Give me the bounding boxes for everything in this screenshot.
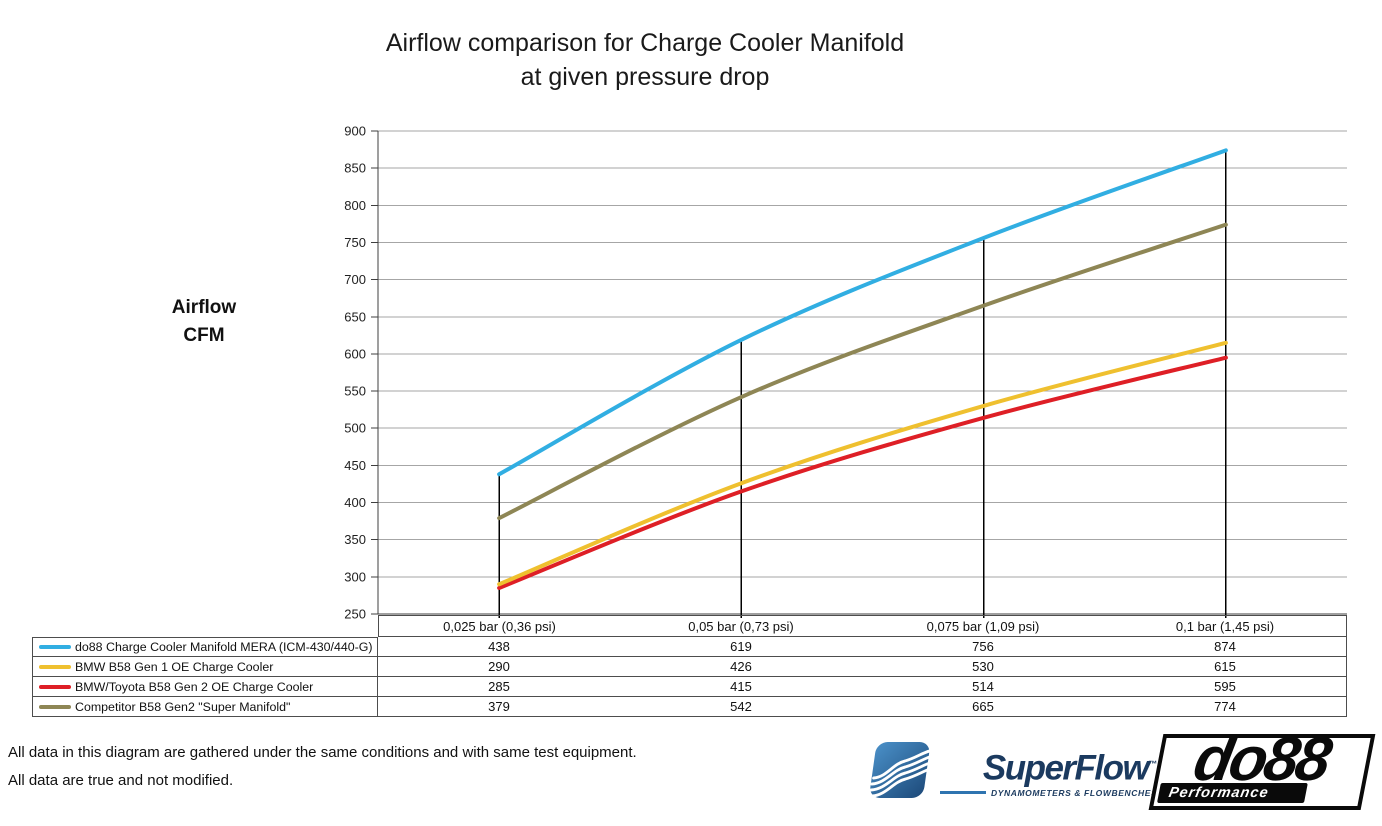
value-cell: 426 (620, 657, 862, 677)
column-header: 0,05 bar (0,73 psi) (620, 615, 862, 637)
superflow-wave-icon (869, 742, 932, 798)
legend-cell: BMW B58 Gen 1 OE Charge Cooler (32, 657, 378, 677)
y-tick-label: 600 (344, 346, 366, 361)
y-axis-title: Airflow CFM (148, 294, 260, 350)
value-cell: 756 (862, 637, 1104, 657)
series-name: BMW/Toyota B58 Gen 2 OE Charge Cooler (75, 679, 314, 694)
value-cell: 542 (620, 697, 862, 717)
value-cell: 285 (378, 677, 620, 697)
y-axis-title-line1: Airflow (171, 297, 237, 318)
chart-title-line2: at given pressure drop (520, 63, 770, 91)
y-tick-label: 300 (344, 569, 366, 584)
value-cell: 379 (378, 697, 620, 717)
series-name: BMW B58 Gen 1 OE Charge Cooler (75, 659, 274, 674)
y-axis-title-line2: CFM (183, 325, 225, 346)
superflow-tagline: DYNAMOMETERS & FLOWBENCHES (991, 787, 1158, 798)
y-tick-label: 400 (344, 495, 366, 510)
value-cell: 438 (378, 637, 620, 657)
y-tick-label: 850 (344, 161, 366, 176)
legend-cell: do88 Charge Cooler Manifold MERA (ICM-43… (32, 637, 378, 657)
series-line (497, 355, 1228, 590)
data-table: 0,025 bar (0,36 psi) 0,05 bar (0,73 psi) 0… (32, 615, 1347, 717)
y-tick-label: 350 (344, 532, 366, 547)
value-cell: 615 (1104, 657, 1347, 677)
legend-swatch (39, 645, 71, 649)
value-cell: 665 (862, 697, 1104, 717)
value-cell: 774 (1104, 697, 1347, 717)
legend-swatch (39, 664, 71, 669)
series-line (497, 340, 1228, 587)
footer-note-line2: All data are true and not modified. (8, 772, 234, 789)
superflow-tagline-bar (940, 791, 986, 795)
chart-title-line1: Airflow comparison for Charge Cooler Man… (385, 29, 905, 57)
chart-title: Airflow comparison for Charge Cooler Man… (0, 26, 1290, 94)
superflow-logo: SuperFlow™ DYNAMOMETERS & FLOWBENCHES (868, 740, 1157, 802)
y-tick-label: 650 (344, 309, 366, 324)
series-line (497, 148, 1228, 477)
superflow-wordmark: SuperFlow™ (982, 748, 1158, 788)
y-tick-label: 700 (344, 272, 366, 287)
do88-performance-bar: Performance (1156, 783, 1308, 803)
footer-note-line1: All data in this diagram are gathered un… (8, 744, 637, 761)
value-cell: 530 (862, 657, 1104, 677)
do88-tagline: Performance (1167, 785, 1271, 801)
legend-swatch (39, 684, 71, 689)
value-cell: 595 (1104, 677, 1347, 697)
superflow-trademark: ™ (1148, 759, 1158, 769)
legend-swatch (39, 704, 71, 709)
value-cell: 290 (378, 657, 620, 677)
table-header-spacer (32, 615, 378, 637)
value-cell: 415 (620, 677, 862, 697)
legend-cell: BMW/Toyota B58 Gen 2 OE Charge Cooler (32, 677, 378, 697)
series-name: Competitor B58 Gen2 "Super Manifold" (75, 699, 291, 714)
y-tick-label: 550 (344, 384, 366, 399)
value-cell: 619 (620, 637, 862, 657)
series-line (497, 222, 1228, 521)
footer-note: All data in this diagram are gathered un… (8, 739, 637, 795)
column-header: 0,075 bar (1,09 psi) (862, 615, 1104, 637)
y-tick-label: 900 (344, 124, 366, 139)
value-cell: 874 (1104, 637, 1347, 657)
value-cell: 514 (862, 677, 1104, 697)
legend-cell: Competitor B58 Gen2 "Super Manifold" (32, 697, 378, 717)
column-header: 0,1 bar (1,45 psi) (1104, 615, 1347, 637)
y-tick-label: 450 (344, 458, 366, 473)
series-name: do88 Charge Cooler Manifold MERA (ICM-43… (75, 640, 373, 654)
y-tick-label: 800 (344, 198, 366, 213)
column-header: 0,025 bar (0,36 psi) (378, 615, 620, 637)
do88-logo: do88 Performance (1148, 725, 1376, 810)
y-tick-label: 750 (344, 235, 366, 250)
y-tick-label: 500 (344, 421, 366, 436)
